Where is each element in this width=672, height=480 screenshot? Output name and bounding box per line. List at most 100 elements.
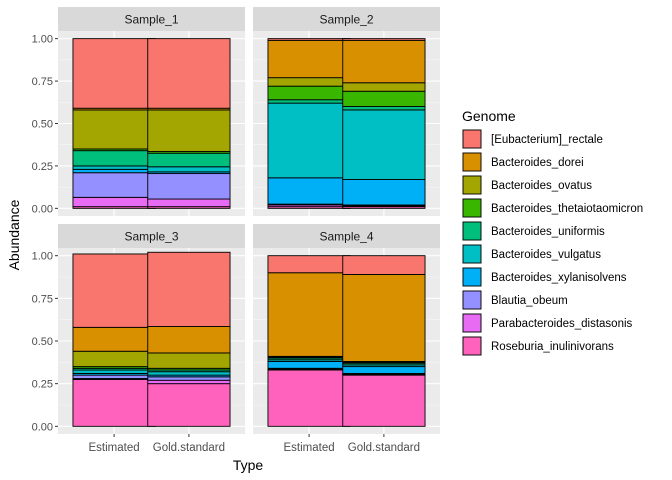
panel-sample-3: Sample_3 0.00 0.25 0.50 0.75 1.00 [32,224,245,434]
bar-segment-bacteroides-ovatus [72,109,156,150]
bar-segment-bacteroides-uniformis [147,152,231,168]
x-tick-label: Gold.standard [348,442,420,454]
facet-label: Sample_3 [124,230,178,244]
bar-gold-standard [147,251,231,427]
facet-label: Sample_4 [319,230,373,244]
y-tick-label: 1.00 [32,34,53,46]
bar-segment-bacteroides-dorei [147,326,231,354]
legend-label: Bacteroides_uniformis [491,226,605,238]
bar-segment-bacteroides-dorei [72,326,156,352]
legend-label: Bacteroides_vulgatus [491,249,601,261]
legend-item-bacteroides-vulgatus: Bacteroides_vulgatus [462,244,601,264]
bar-segment-eubacterium-rectale [342,38,426,41]
panel-sample-4: Sample_4 [253,224,440,434]
legend-swatch [462,221,482,241]
bar-estimated [267,255,351,427]
facet-label: Sample_2 [319,13,373,27]
bar-segment-bacteroides-ovatus [267,77,351,87]
y-tick-label: 0.25 [32,379,53,391]
bar-segment-eubacterium-rectale [72,38,156,109]
bar-segment-bacteroides-thetaiotaomicron [267,85,351,101]
bar-segment-bacteroides-dorei [342,39,426,84]
legend-item-bacteroides-ovatus: Bacteroides_ovatus [462,175,592,195]
legend-swatch [462,336,482,356]
bar-segment-eubacterium-rectale [147,38,231,109]
legend-swatch [462,198,482,218]
bar-segment-bacteroides-vulgatus [147,166,231,173]
legend-label: Bacteroides_ovatus [491,180,592,192]
bar-segment-blautia-obeum [147,376,231,381]
x-tick-label: Estimated [284,442,335,454]
bar-segment-bacteroides-thetaiotaomicron [342,90,426,107]
legend-item-bacteroides-uniformis: Bacteroides_uniformis [462,221,605,241]
bar-segment-bacteroides-xylanisolvens [342,179,426,206]
bar-segment-bacteroides-dorei [267,39,351,79]
bar-gold-standard [342,255,426,427]
legend-swatch [462,152,482,172]
bar-segment-bacteroides-vulgatus [267,102,351,179]
legend-swatch [462,290,482,310]
x-tick-label: Estimated [89,442,140,454]
bar-estimated [267,38,351,209]
legend-swatch [462,175,482,195]
legend-label: Bacteroides_xylanisolvens [491,272,627,284]
bar-segment-roseburia-inulinivorans [342,374,426,427]
bar-segment-bacteroides-ovatus [147,109,231,152]
bar-segment-bacteroides-uniformis [72,150,156,167]
bar-segment-parabacteroides-distasonis [147,379,231,385]
bar-segment-bacteroides-xylanisolvens [72,168,156,174]
legend-item-blautia-obeum: Blautia_obeum [462,290,568,310]
bar-segment-roseburia-inulinivorans [147,383,231,427]
legend-label: Bacteroides_thetaiotaomicron [491,203,643,215]
bar-segment-bacteroides-vulgatus [147,371,231,376]
facet-label: Sample_1 [124,13,178,27]
bar-segment-bacteroides-uniformis [342,106,426,111]
bar-segment-bacteroides-vulgatus [342,109,426,180]
bar-estimated [72,253,156,427]
bar-segment-parabacteroides-distasonis [72,196,156,208]
bar-segment-bacteroides-xylanisolvens [267,361,351,369]
bar-segment-bacteroides-uniformis [267,99,351,104]
y-tick-label: 1.00 [32,251,53,263]
bar-segment-bacteroides-ovatus [147,352,231,369]
x-tick-label: Gold.standard [153,442,225,454]
bar-gold-standard [342,38,426,209]
bar-segment-eubacterium-rectale [342,255,426,275]
y-tick-label: 0.75 [32,293,53,305]
y-tick-label: 0.25 [32,161,53,173]
legend: Genome [Eubacterium]_rectale Bacteroides_… [462,108,643,356]
panel-sample-1: Sample_1 0.00 0.25 0.50 0.75 1.00 [32,7,245,216]
legend-item-parabacteroides-distasonis: Parabacteroides_distasonis [462,313,633,333]
legend-label: Bacteroides_dorei [491,157,584,169]
y-tick-label: 0.50 [32,119,53,131]
legend-item-eubacterium-rectale: [Eubacterium]_rectale [462,129,603,149]
bar-segment-bacteroides-xylanisolvens [267,177,351,205]
bar-segment-bacteroides-ovatus [342,82,426,92]
facet-panels: Sample_1 0.00 0.25 0.50 0.75 1.00 Sample_2 Samp… [32,7,440,434]
bar-segment-bacteroides-dorei [342,273,426,362]
legend-item-roseburia-inulinivorans: Roseburia_inulinivorans [462,336,614,356]
x-axis-title: Type [233,457,264,473]
bar-segment-blautia-obeum [72,172,156,198]
facet-strip [58,7,245,31]
legend-swatch [462,313,482,333]
legend-swatch [462,244,482,264]
y-tick-label: 0.75 [32,76,53,88]
y-axis-title: Abundance [6,199,22,270]
legend-swatch [462,129,482,149]
facet-strip [58,224,245,248]
bar-segment-eubacterium-rectale [267,38,351,41]
facet-strip [253,7,440,31]
bar-segment-roseburia-inulinivorans [267,369,351,427]
bar-segment-blautia-obeum [147,173,231,200]
bar-segment-bacteroides-dorei [267,272,351,357]
bar-gold-standard [147,38,231,209]
legend-label: Roseburia_inulinivorans [491,341,614,353]
legend-swatch [462,267,482,287]
bar-segment-blautia-obeum [72,374,156,379]
y-tick-label: 0.50 [32,336,53,348]
bar-segment-bacteroides-ovatus [72,350,156,368]
legend-label: Blautia_obeum [491,295,568,307]
legend-item-bacteroides-thetaiotaomicron: Bacteroides_thetaiotaomicron [462,198,643,218]
